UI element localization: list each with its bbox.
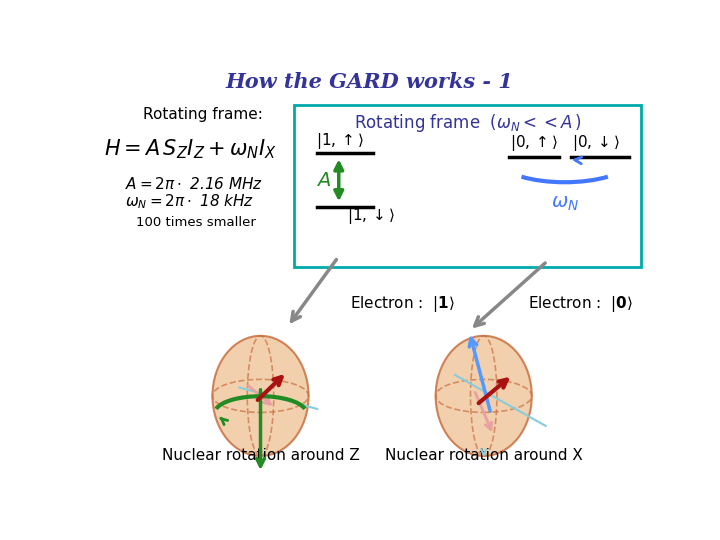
Text: Rotating frame  $(\omega_N << A\,)$: Rotating frame $(\omega_N << A\,)$ (354, 112, 581, 133)
Text: Rotating frame:: Rotating frame: (143, 107, 263, 123)
Text: 100 times smaller: 100 times smaller (137, 216, 256, 229)
Ellipse shape (212, 336, 309, 456)
Text: $A = 2\pi\cdot$ 2.16 MHz: $A = 2\pi\cdot$ 2.16 MHz (125, 176, 263, 192)
Text: $A$: $A$ (316, 171, 330, 190)
Text: $H = A\,S_Z I_Z + \omega_N I_X$: $H = A\,S_Z I_Z + \omega_N I_X$ (104, 138, 276, 161)
Text: $|0,\uparrow\rangle$: $|0,\uparrow\rangle$ (510, 133, 558, 153)
Text: How the GARD works - 1: How the GARD works - 1 (225, 72, 513, 92)
Text: Nuclear rotation around Z: Nuclear rotation around Z (161, 448, 359, 463)
Bar (294, 105, 641, 267)
Text: $|0,\downarrow\rangle$: $|0,\downarrow\rangle$ (572, 133, 620, 153)
Text: $|1,\uparrow\rangle$: $|1,\uparrow\rangle$ (315, 131, 364, 151)
Text: $\omega_N = 2\pi\cdot$ 18 kHz: $\omega_N = 2\pi\cdot$ 18 kHz (125, 192, 254, 211)
Text: Electron :  $|\mathbf{1}\rangle$: Electron : $|\mathbf{1}\rangle$ (350, 294, 454, 314)
Ellipse shape (436, 336, 532, 456)
Text: Electron :  $|\mathbf{0}\rangle$: Electron : $|\mathbf{0}\rangle$ (528, 294, 633, 314)
Text: $\omega_N$: $\omega_N$ (551, 194, 579, 213)
Text: $|1,\downarrow\rangle$: $|1,\downarrow\rangle$ (346, 206, 395, 226)
Text: Nuclear rotation around X: Nuclear rotation around X (384, 448, 582, 463)
